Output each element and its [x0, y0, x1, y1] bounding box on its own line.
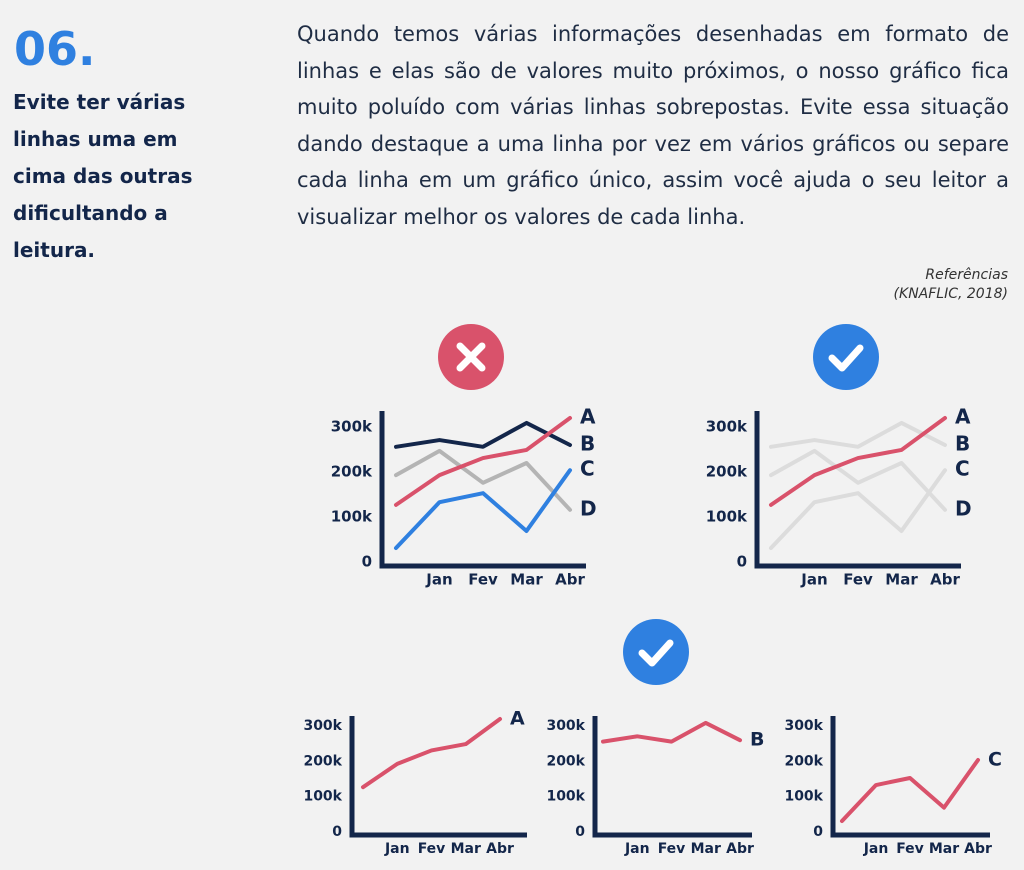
x-tick-label: Jan: [624, 841, 650, 857]
series-label: B: [955, 432, 970, 456]
x-tick-label: Fev: [658, 841, 686, 857]
series-label: A: [955, 405, 971, 429]
y-tick-label: 0: [737, 553, 747, 571]
series-line: [394, 420, 572, 449]
y-tick-label: 0: [362, 553, 372, 571]
series-line: [769, 468, 947, 551]
series-label: C: [580, 457, 595, 481]
series-label: B: [580, 432, 595, 456]
series-line: [394, 416, 572, 507]
reference-citation: (KNAFLIC, 2018): [893, 286, 1008, 302]
y-tick-label: 200k: [706, 463, 748, 481]
section-number: 06.: [14, 22, 96, 76]
axis: [830, 716, 990, 838]
series-label: C: [955, 457, 970, 481]
y-tick-label: 0: [813, 824, 823, 840]
x-tick-label: Mar: [885, 571, 918, 589]
y-tick-label: 200k: [303, 753, 342, 769]
axis: [379, 411, 586, 569]
y-tick-label: 100k: [784, 789, 823, 805]
series-line: [769, 448, 947, 512]
x-tick-label: Jan: [863, 841, 889, 857]
y-tick-label: 300k: [706, 418, 748, 436]
y-tick-label: 100k: [331, 508, 373, 526]
series-line: [601, 720, 742, 744]
x-tick-label: Fev: [418, 841, 446, 857]
y-tick-label: 300k: [303, 718, 342, 734]
x-tick-label: Jan: [800, 571, 827, 589]
body-text: Quando temos várias informações desenhad…: [297, 22, 1009, 229]
x-tick-label: Abr: [726, 841, 754, 857]
y-tick-label: 200k: [784, 753, 823, 769]
series-line: [769, 416, 947, 507]
x-tick-label: Jan: [425, 571, 452, 589]
series-line: [394, 468, 572, 551]
series-label: C: [988, 748, 1002, 770]
series-label: A: [510, 708, 525, 730]
y-tick-label: 100k: [303, 789, 342, 805]
x-tick-label: Mar: [929, 841, 959, 857]
x-tick-label: Fev: [896, 841, 924, 857]
x-tick-label: Jan: [384, 841, 410, 857]
x-tick-label: Mar: [451, 841, 481, 857]
x-tick-label: Abr: [964, 841, 992, 857]
series-line: [361, 717, 502, 790]
series-label: D: [580, 496, 597, 520]
y-tick-label: 100k: [706, 508, 748, 526]
x-tick-label: Mar: [691, 841, 721, 857]
x-tick-label: Abr: [930, 571, 960, 589]
reference: Referências (KNAFLIC, 2018): [894, 266, 1008, 304]
x-tick-label: Fev: [468, 571, 498, 589]
x-tick-label: Fev: [843, 571, 873, 589]
x-tick-label: Mar: [510, 571, 543, 589]
axis: [592, 716, 752, 838]
good-icon: [813, 324, 879, 390]
x-tick-label: Abr: [486, 841, 514, 857]
series-label: D: [955, 496, 972, 520]
axis: [754, 411, 961, 569]
axis: [349, 716, 527, 838]
reference-label: Referências: [925, 267, 1008, 283]
y-tick-label: 0: [575, 824, 585, 840]
series-label: A: [580, 405, 596, 429]
series-line: [769, 420, 947, 449]
bad-icon: [438, 324, 504, 390]
series-label: B: [750, 729, 764, 751]
y-tick-label: 100k: [546, 789, 585, 805]
series-line: [840, 757, 980, 824]
y-tick-label: 300k: [546, 718, 585, 734]
y-tick-label: 300k: [784, 718, 823, 734]
y-tick-label: 200k: [546, 753, 585, 769]
y-tick-label: 0: [332, 824, 342, 840]
y-tick-label: 300k: [331, 418, 373, 436]
good-icon: [623, 619, 689, 685]
x-tick-label: Abr: [555, 571, 585, 589]
series-line: [394, 448, 572, 512]
y-tick-label: 200k: [331, 463, 373, 481]
section-title: Evite ter várias linhas uma em cima das …: [13, 90, 193, 262]
